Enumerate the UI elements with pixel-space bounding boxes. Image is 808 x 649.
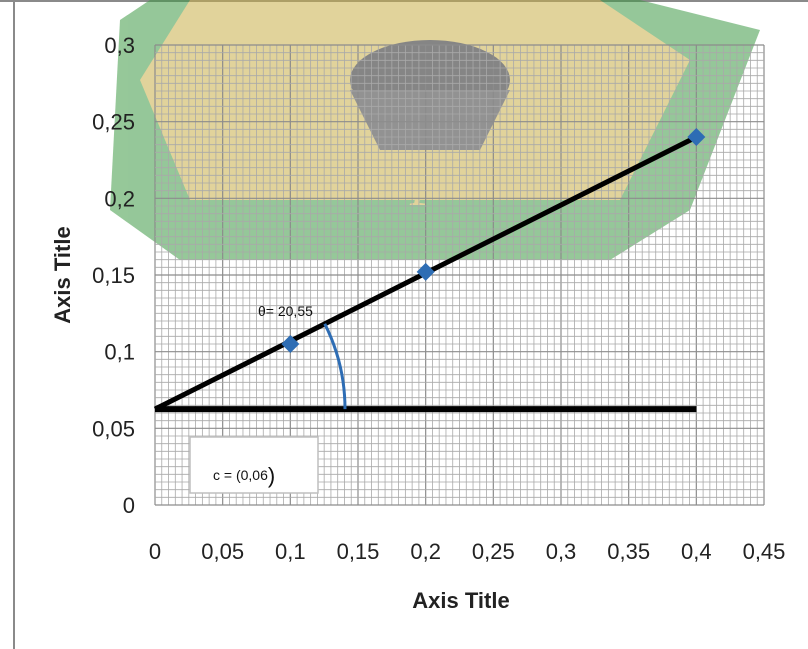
y-tick-label: 0,15	[92, 263, 135, 288]
watermark-logo: U P R	[110, 0, 760, 260]
data-point	[416, 262, 435, 281]
y-tick-label: 0,05	[92, 416, 135, 441]
x-tick-label: 0,05	[201, 539, 244, 564]
angle-label: θ= 20,55	[258, 303, 313, 319]
data-points	[281, 128, 706, 353]
data-point	[281, 335, 300, 353]
angle-arc	[323, 323, 347, 410]
x-tick-label: 0,35	[607, 539, 650, 564]
gridlines	[154, 44, 765, 506]
intercept-label: c = (0,06)	[213, 463, 275, 488]
y-tick-label: 0,1	[104, 340, 135, 365]
intercept-box	[189, 436, 319, 494]
y-tick-label: 0,25	[92, 110, 135, 135]
svg-text:U: U	[300, 142, 342, 202]
x-tick-label: 0,25	[472, 539, 515, 564]
tick-labels: 0 0,05 0,1 0,15 0,2 0,25 0,3 0,35 0,4 0,45 0 0,05 0,…	[92, 33, 785, 564]
data-point	[687, 128, 706, 146]
x-tick-label: 0,3	[546, 539, 577, 564]
x-tick-label: 0,45	[743, 539, 786, 564]
x-tick-label: 0,1	[275, 539, 306, 564]
x-tick-label: 0	[149, 539, 161, 564]
y-tick-label: 0,2	[104, 186, 135, 211]
x-axis-title: Axis Title	[412, 588, 509, 613]
y-tick-label: 0	[123, 493, 135, 518]
x-tick-label: 0,2	[410, 539, 441, 564]
intercept-label-paren: )	[268, 463, 275, 488]
intercept-label-main: c = (0,06	[213, 467, 268, 483]
x-tick-label: 0,15	[337, 539, 380, 564]
y-tick-label: 0,3	[104, 33, 135, 58]
y-axis-title: Axis Title	[50, 226, 75, 323]
svg-text:R: R	[509, 142, 543, 202]
x-tick-label: 0,4	[681, 539, 712, 564]
